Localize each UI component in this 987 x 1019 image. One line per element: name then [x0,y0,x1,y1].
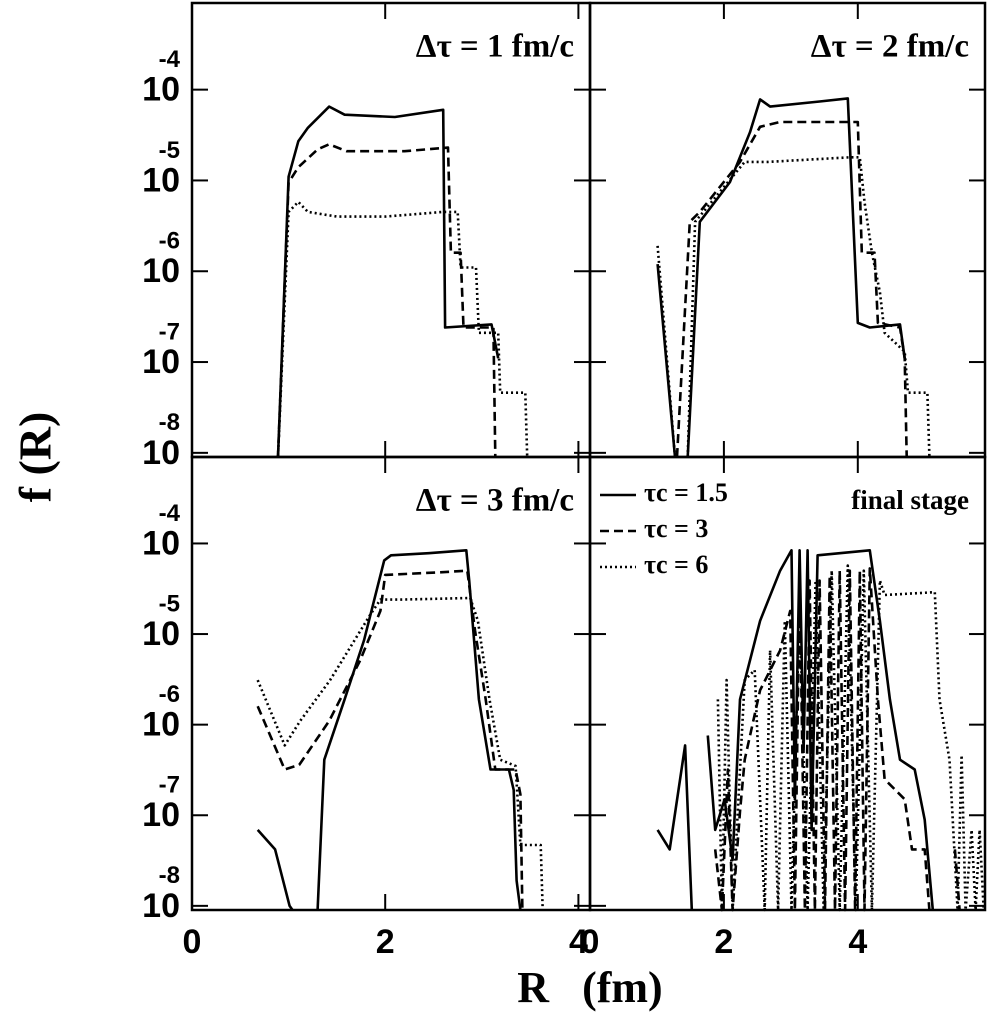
data-line [276,105,500,458]
y-tick-label: 10 [142,887,180,925]
panel-title: final stage [851,485,969,515]
y-tick-exponent: -8 [159,862,180,889]
x-tick-label: 4 [569,923,588,961]
y-tick-label: 10 [142,615,180,653]
x-tick-label: 0 [183,923,202,961]
panel-title: Δτ = 2 fm/c [811,29,969,65]
data-line [716,564,985,912]
panel-frame [190,1,592,459]
y-tick-exponent: -4 [159,46,181,73]
legend-label: τc = 6 [644,550,708,579]
y-tick-exponent: -6 [159,681,180,708]
y-tick-label: 10 [142,252,180,290]
y-tick-label: 10 [142,796,180,834]
data-line [713,567,961,912]
y-tick-exponent: -4 [159,500,181,527]
panel-frame [190,455,592,912]
y-tick-exponent: -8 [159,409,180,436]
data-line [656,97,906,458]
y-tick-label: 10 [142,524,180,562]
y-tick-exponent: -5 [159,137,180,164]
data-line [276,143,497,458]
x-tick-label: 0 [581,923,600,961]
data-line [675,120,908,458]
y-axis-label: f (R) [10,412,61,503]
y-tick-exponent: -7 [159,772,180,799]
x-tick-label: 4 [848,923,867,961]
legend-label: τc = 3 [644,514,708,543]
y-tick-exponent: -7 [159,318,180,345]
data-line [276,200,529,458]
legend-label: τc = 1.5 [644,478,728,507]
panel-title: Δτ = 3 fm/c [416,483,574,519]
data-line [256,549,522,911]
y-tick-label: 10 [142,706,180,744]
y-tick-label: 10 [142,434,180,472]
x-tick-label: 2 [714,923,733,961]
y-tick-label: 10 [142,343,180,381]
y-tick-label: 10 [142,161,180,199]
x-axis-label: R (fm) [517,963,662,1012]
data-line [256,569,524,911]
y-tick-label: 10 [142,71,180,109]
x-tick-label: 2 [376,923,395,961]
y-tick-exponent: -5 [159,590,180,617]
data-line [256,596,544,911]
data-line [656,156,931,458]
panel-frame [588,455,987,912]
panel-frame [588,1,987,459]
panel-title: Δτ = 1 fm/c [416,29,574,65]
y-tick-exponent: -6 [159,228,180,255]
